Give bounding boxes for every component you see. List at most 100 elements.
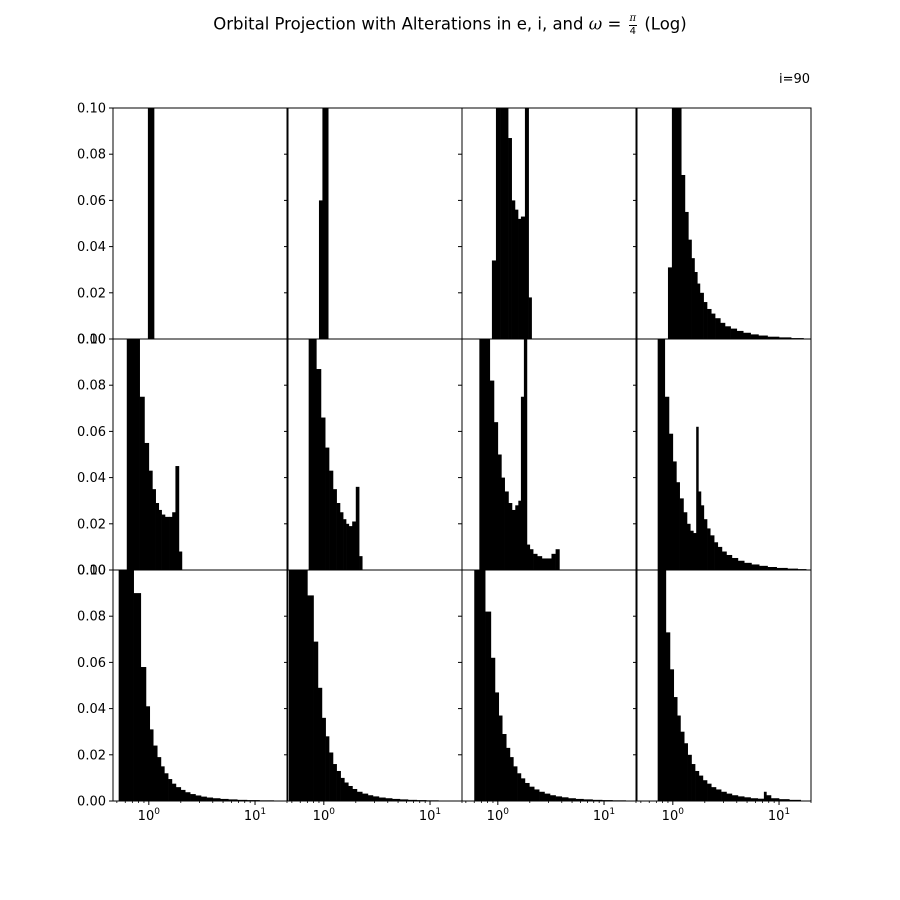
histogram-bar-r1c0 bbox=[172, 512, 176, 570]
histogram-bar-r0c2 bbox=[495, 108, 501, 339]
histogram-bar-r1c0 bbox=[126, 339, 140, 570]
histogram-bar-r1c0 bbox=[155, 503, 160, 570]
histogram-bar-r2c1 bbox=[325, 736, 330, 801]
histogram-bar-r1c1 bbox=[325, 447, 330, 570]
histogram-bar-r1c0 bbox=[164, 516, 170, 570]
histogram-bar-r1c2 bbox=[497, 454, 502, 570]
histogram-bar-r1c3 bbox=[690, 530, 694, 570]
histogram-bar-r1c0 bbox=[148, 470, 153, 570]
histogram-bar-r2c1 bbox=[317, 687, 323, 801]
histogram-bar-r2c2 bbox=[592, 799, 603, 801]
histogram-bar-r2c3 bbox=[721, 791, 727, 801]
histogram-bar-r2c0 bbox=[212, 798, 221, 801]
x-tick-label-c0: 100 bbox=[138, 807, 161, 824]
histogram-bar-r1c0 bbox=[161, 514, 166, 570]
subplot-frame-r0c2 bbox=[461, 107, 637, 340]
histogram-bar-r1c1 bbox=[316, 369, 322, 570]
histogram-bar-r0c3 bbox=[730, 328, 738, 339]
histogram-bar-r1c3 bbox=[700, 505, 705, 570]
histogram-bar-r2c2 bbox=[544, 793, 551, 801]
histogram-bar-r2c2 bbox=[513, 766, 518, 801]
histogram-bar-r0c3 bbox=[684, 211, 689, 339]
histogram-bar-r1c0 bbox=[158, 509, 162, 570]
histogram-bar-r1c2 bbox=[489, 380, 495, 570]
title-equals: = bbox=[607, 14, 622, 34]
histogram-bar-r2c1 bbox=[372, 796, 380, 801]
histogram-bar-r2c3 bbox=[665, 632, 671, 801]
histogram-bar-r2c3 bbox=[763, 791, 767, 801]
y-tick-label-r2: 0.10 bbox=[77, 564, 106, 579]
y-tick-label-r0: 0.00 bbox=[77, 333, 106, 348]
histogram-bar-r1c3 bbox=[698, 491, 702, 570]
histogram-bar-r0c3 bbox=[667, 267, 673, 339]
y-tick-label-r0: 0.04 bbox=[77, 240, 106, 255]
histogram-bar-r2c1 bbox=[407, 799, 418, 801]
histogram-bar-r1c3 bbox=[767, 567, 777, 570]
histogram-bar-r1c1 bbox=[332, 489, 337, 570]
histogram-bar-r1c3 bbox=[707, 528, 711, 570]
y-tick-label-r1: 0.10 bbox=[77, 333, 106, 348]
histogram-bar-r1c3 bbox=[731, 557, 739, 570]
histogram-bar-r2c2 bbox=[494, 692, 500, 801]
histogram-bar-r2c3 bbox=[750, 798, 759, 801]
histogram-bar-r2c1 bbox=[307, 595, 314, 801]
histogram-bar-r2c0 bbox=[228, 799, 238, 801]
histogram-bar-r2c1 bbox=[329, 752, 334, 801]
histogram-bar-r2c1 bbox=[378, 797, 386, 801]
histogram-bar-r2c0 bbox=[190, 794, 196, 801]
subplot-frame-r0c0 bbox=[112, 107, 288, 340]
histogram-bar-r2c3 bbox=[673, 697, 678, 801]
histogram-bar-r1c3 bbox=[751, 564, 760, 570]
histogram-bar-r1c2 bbox=[555, 549, 560, 570]
histogram-bar-r2c3 bbox=[677, 715, 681, 801]
histogram-bar-r2c1 bbox=[356, 791, 363, 801]
histogram-bar-r1c3 bbox=[672, 461, 677, 570]
histogram-bar-r1c3 bbox=[657, 339, 666, 570]
histogram-bar-r2c3 bbox=[744, 797, 751, 801]
histogram-bar-r2c3 bbox=[779, 799, 790, 801]
histogram-bar-r0c3 bbox=[681, 174, 686, 339]
histogram-bar-r1c1 bbox=[348, 526, 353, 570]
histogram-bar-r2c0 bbox=[164, 773, 169, 801]
histogram-bar-r0c2 bbox=[500, 108, 505, 339]
histogram-bar-r0c3 bbox=[743, 332, 751, 339]
histogram-bar-r1c2 bbox=[515, 505, 519, 570]
histogram-bar-r2c0 bbox=[206, 797, 214, 801]
histogram-bar-r1c3 bbox=[776, 567, 788, 570]
histogram-bar-r1c0 bbox=[144, 442, 150, 570]
histogram-bar-r0c3 bbox=[736, 330, 744, 339]
histogram-bar-r2c2 bbox=[498, 715, 503, 801]
histogram-bar-r2c3 bbox=[684, 743, 688, 801]
histogram-bar-r0c2 bbox=[520, 216, 526, 339]
histogram-bar-r1c2 bbox=[504, 491, 509, 570]
histogram-bar-r1c3 bbox=[696, 426, 699, 570]
y-tick-label-r1: 0.04 bbox=[77, 471, 106, 486]
histogram-bar-r2c3 bbox=[687, 754, 692, 801]
histogram-bar-r2c0 bbox=[201, 796, 207, 801]
histogram-bar-r0c3 bbox=[694, 272, 698, 339]
histogram-bar-r0c3 bbox=[715, 318, 721, 339]
histogram-bar-r2c2 bbox=[506, 747, 511, 801]
histogram-bar-r1c1 bbox=[346, 523, 350, 570]
title-omega-symbol: ω bbox=[588, 14, 603, 34]
histogram-bar-r1c2 bbox=[479, 339, 491, 570]
histogram-bar-r2c0 bbox=[153, 745, 158, 801]
histogram-bar-r2c0 bbox=[220, 798, 229, 801]
histogram-bar-r1c3 bbox=[714, 542, 719, 570]
histogram-bar-r0c3 bbox=[707, 308, 712, 339]
histogram-bar-r1c2 bbox=[512, 509, 516, 570]
histogram-bar-r0c3 bbox=[691, 258, 695, 339]
histogram-bar-r1c3 bbox=[787, 568, 799, 570]
histogram-bar-r1c3 bbox=[676, 482, 680, 570]
histogram-bar-r2c3 bbox=[711, 787, 717, 801]
histogram-bar-r2c0 bbox=[180, 789, 186, 801]
histogram-bar-r1c2 bbox=[493, 422, 499, 570]
title-fraction-numerator: π bbox=[628, 13, 638, 26]
histogram-bar-r1c3 bbox=[679, 498, 684, 570]
histogram-bar-r2c3 bbox=[731, 795, 739, 801]
y-tick-label-r1: 0.06 bbox=[77, 425, 106, 440]
histogram-bar-r1c2 bbox=[526, 544, 531, 570]
y-tick-label-r2: 0.02 bbox=[77, 748, 106, 763]
histogram-bar-r0c2 bbox=[511, 200, 516, 339]
histogram-bar-r1c3 bbox=[668, 433, 674, 570]
